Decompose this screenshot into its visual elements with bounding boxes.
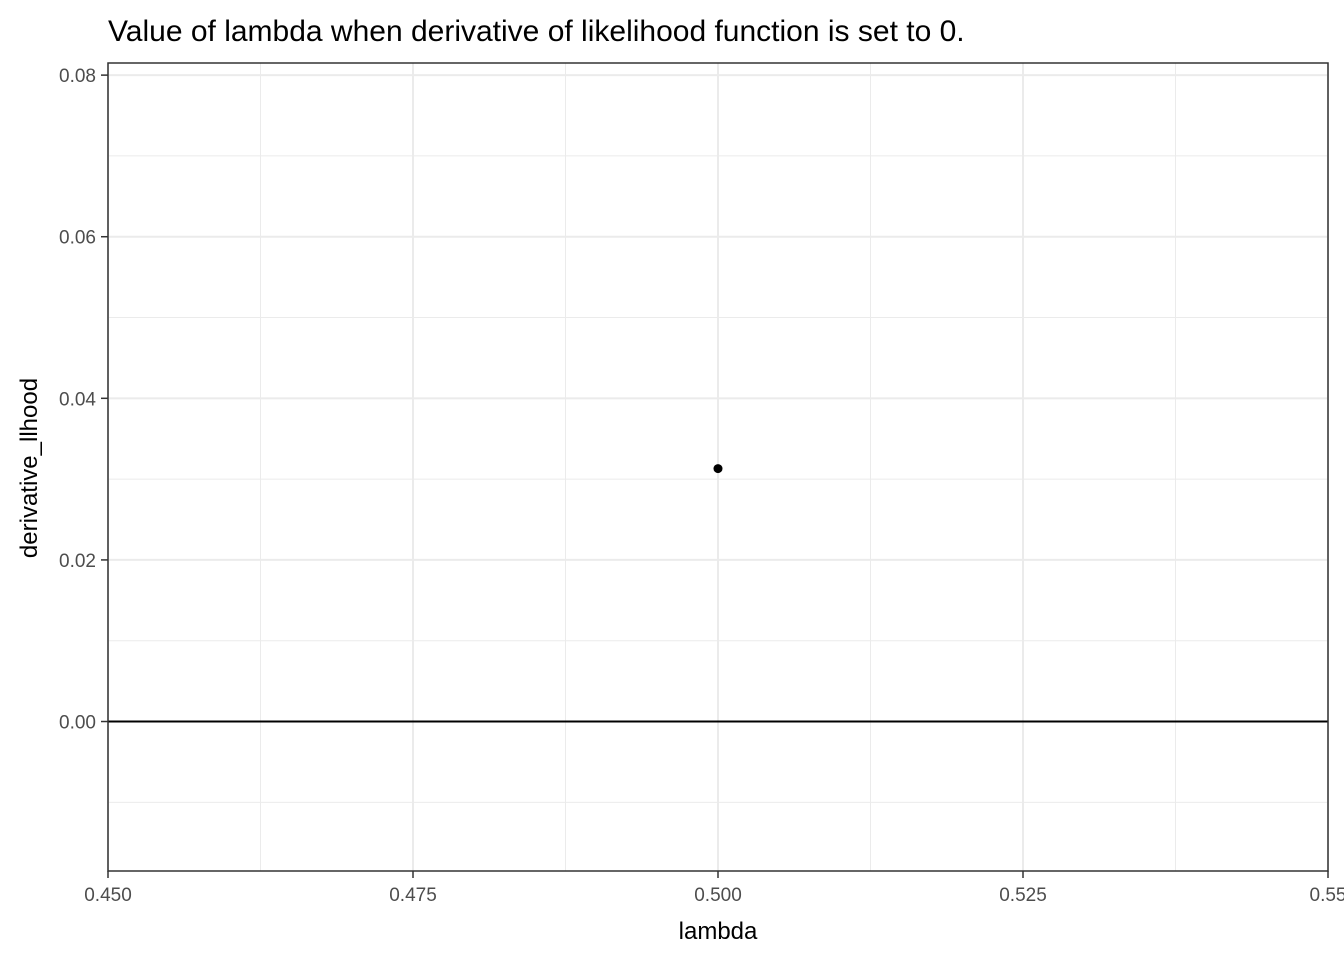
y-tick-label: 0.00 <box>59 713 96 734</box>
data-point <box>713 464 723 474</box>
y-tick-label: 0.02 <box>59 551 96 572</box>
x-axis-ticks: 0.450 0.475 0.500 0.525 0.55 <box>84 871 1344 906</box>
y-axis-title: derivative_llhood <box>16 378 43 558</box>
x-tick-label: 0.525 <box>999 885 1047 906</box>
x-tick-label: 0.500 <box>694 885 742 906</box>
y-tick-label: 0.04 <box>59 389 96 410</box>
y-axis-ticks: 0.00 0.02 0.04 0.06 0.08 <box>59 66 108 734</box>
x-axis-title: lambda <box>679 918 758 945</box>
chart-title: Value of lambda when derivative of likel… <box>108 15 965 48</box>
points-layer <box>713 464 723 474</box>
x-tick-label: 0.475 <box>389 885 437 906</box>
y-tick-label: 0.06 <box>59 228 96 249</box>
x-tick-label: 0.55 <box>1310 885 1344 906</box>
y-tick-label: 0.08 <box>59 66 96 87</box>
x-tick-label: 0.450 <box>84 885 132 906</box>
